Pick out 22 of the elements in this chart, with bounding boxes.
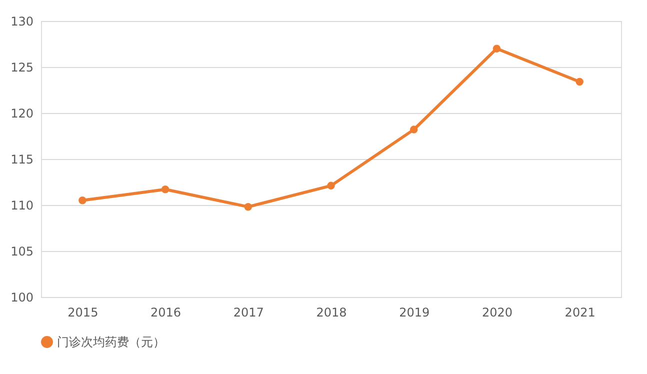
point	[576, 78, 584, 86]
legend-label: 门诊次均药费（元）	[57, 335, 165, 349]
y-tick-label: 115	[10, 152, 34, 166]
x-tick-label: 2019	[399, 306, 430, 320]
x-tick-label: 2020	[482, 306, 512, 320]
x-tick-label: 2018	[316, 306, 347, 320]
x-tick-label: 2015	[68, 306, 98, 320]
y-tick-label: 120	[10, 106, 34, 120]
y-tick-label: 100	[10, 290, 34, 304]
y-tick-label: 110	[10, 198, 34, 212]
y-tick-label: 125	[10, 60, 34, 74]
y-tick-label: 105	[10, 244, 34, 258]
x-tick-label: 2017	[233, 306, 264, 320]
y-tick-label: 130	[10, 14, 34, 28]
point	[161, 185, 170, 194]
point	[410, 126, 418, 134]
point	[492, 44, 501, 52]
x-tick-label: 2021	[564, 306, 596, 320]
point	[78, 196, 86, 204]
point	[244, 202, 252, 211]
point	[327, 182, 335, 190]
x-tick-label: 2016	[150, 306, 182, 320]
